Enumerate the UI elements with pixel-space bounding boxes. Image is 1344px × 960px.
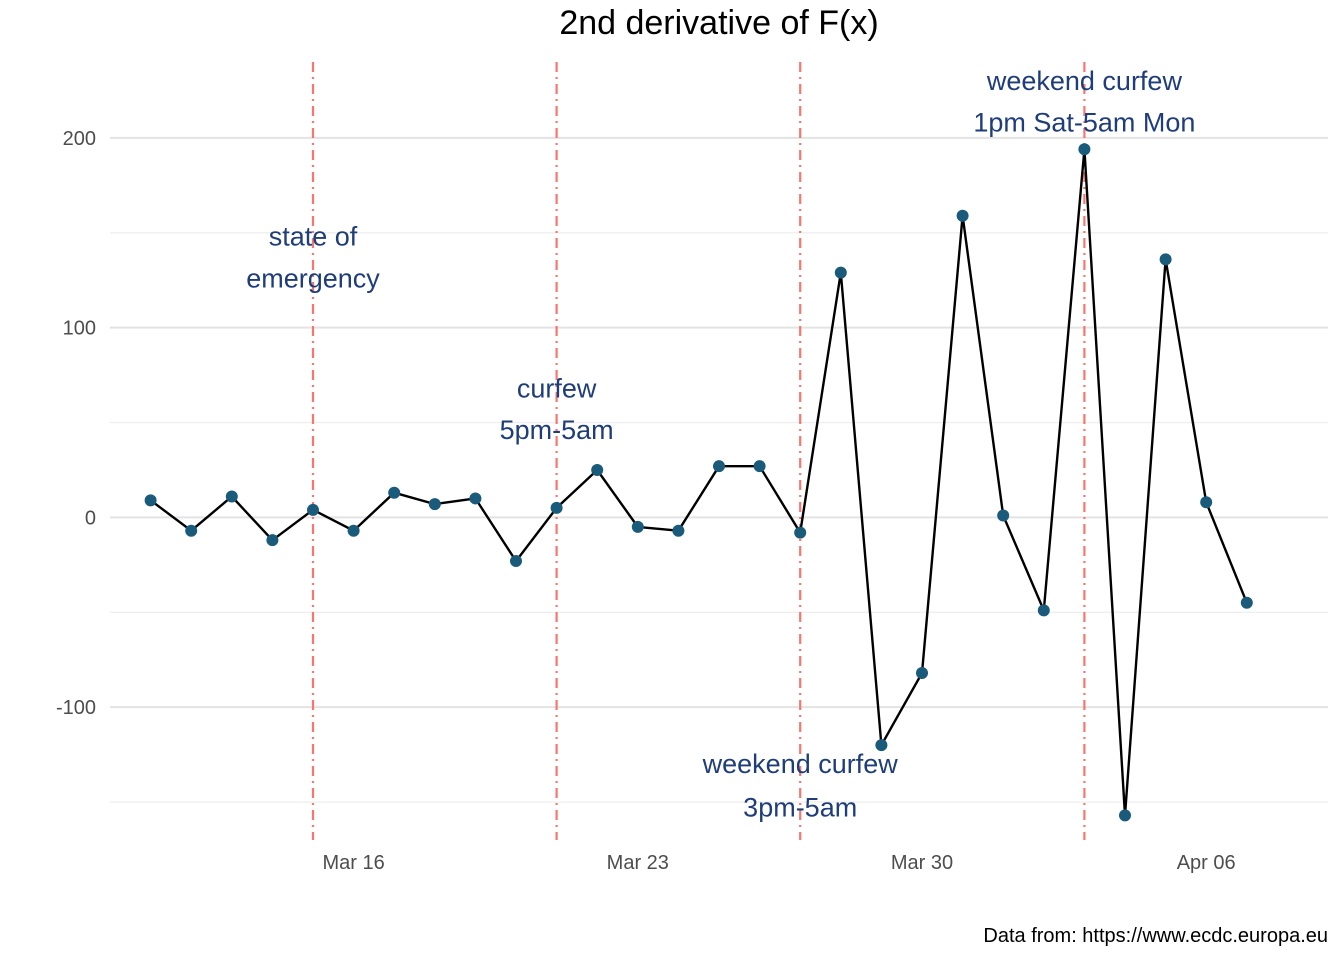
event-annotation-line: 5pm-5am bbox=[500, 415, 614, 445]
x-tick-label: Mar 16 bbox=[322, 852, 384, 874]
data-point bbox=[347, 524, 360, 537]
x-axis-ticks: Mar 16 Mar 23 Mar 30 Apr 06 bbox=[322, 852, 1235, 874]
data-point bbox=[225, 490, 238, 503]
data-point bbox=[834, 266, 847, 279]
data-point bbox=[388, 486, 401, 499]
event-lines bbox=[311, 62, 1086, 840]
y-axis-ticks: -100 0 100 200 bbox=[56, 128, 96, 719]
event-annotation-line: 3pm-5am bbox=[743, 793, 857, 823]
data-point bbox=[550, 501, 563, 514]
data-point bbox=[1159, 253, 1172, 266]
data-point bbox=[672, 524, 685, 537]
series bbox=[144, 143, 1253, 822]
data-point bbox=[1200, 496, 1213, 509]
data-point bbox=[916, 667, 928, 680]
data-point bbox=[753, 460, 766, 473]
x-tick-label: Apr 06 bbox=[1177, 852, 1236, 874]
data-point bbox=[469, 492, 482, 505]
data-point bbox=[307, 503, 319, 516]
data-point bbox=[144, 494, 157, 507]
y-tick-label: 100 bbox=[63, 318, 96, 340]
data-point bbox=[428, 498, 441, 511]
data-point bbox=[794, 526, 807, 539]
data-point bbox=[266, 534, 279, 547]
event-annotation-line: weekend curfew bbox=[702, 749, 899, 779]
data-point bbox=[1078, 143, 1091, 156]
data-point bbox=[956, 209, 969, 222]
event-annotations: state of emergency curfew 5pm-5am weekend cu… bbox=[246, 66, 1195, 823]
data-point bbox=[997, 509, 1010, 522]
data-point bbox=[1119, 809, 1131, 822]
event-annotation-line: emergency bbox=[246, 263, 380, 293]
data-point bbox=[875, 739, 888, 752]
data-point bbox=[631, 520, 644, 533]
series-line bbox=[149, 148, 1248, 817]
event-annotation-line: 1pm Sat-5am Mon bbox=[973, 108, 1195, 138]
y-tick-label: 200 bbox=[63, 128, 96, 150]
x-tick-label: Mar 23 bbox=[607, 852, 669, 874]
data-point bbox=[510, 555, 522, 568]
data-point bbox=[591, 463, 604, 476]
event-annotation-line: state of bbox=[269, 222, 358, 252]
event-annotation-line: curfew bbox=[517, 373, 597, 403]
data-point bbox=[713, 460, 725, 473]
data-point bbox=[185, 524, 198, 537]
y-tick-label: -100 bbox=[56, 697, 96, 719]
data-point bbox=[1240, 596, 1253, 609]
x-tick-label: Mar 30 bbox=[891, 852, 953, 874]
data-point bbox=[1037, 604, 1050, 617]
y-tick-label: 0 bbox=[85, 507, 96, 529]
event-annotation-line: weekend curfew bbox=[986, 66, 1183, 96]
chart-caption: Data from: https://www.ecdc.europa.eu bbox=[983, 925, 1328, 947]
chart-title: 2nd derivative of F(x) bbox=[559, 4, 878, 42]
